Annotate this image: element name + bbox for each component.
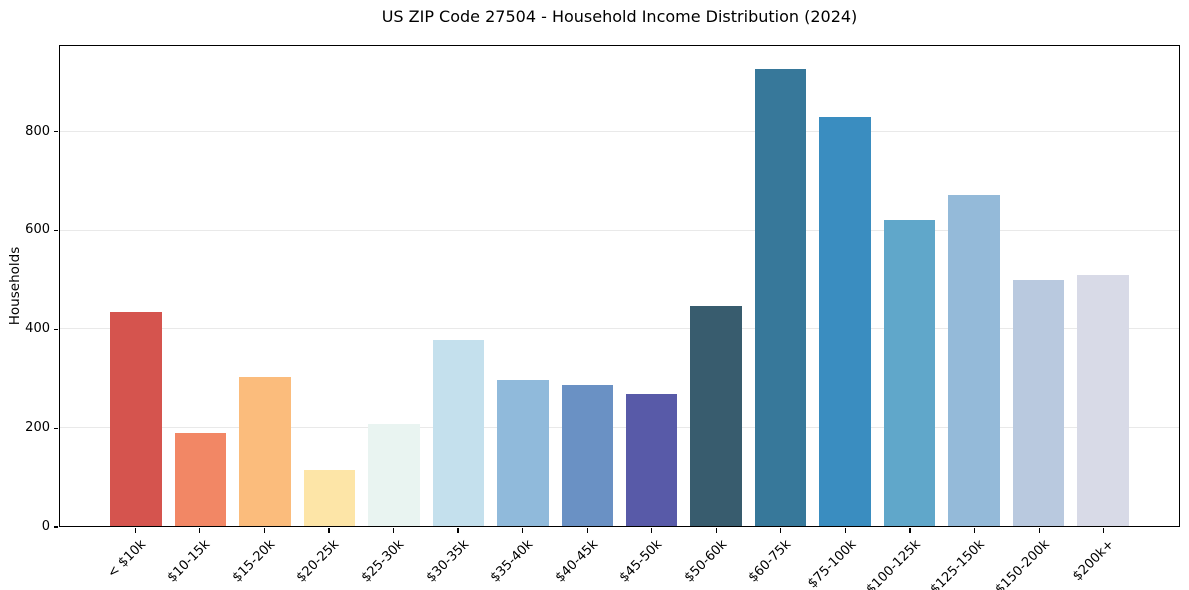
x-tick-label: $100-125k xyxy=(863,537,924,590)
bar-band xyxy=(748,46,812,526)
gridline xyxy=(60,229,1179,231)
bar xyxy=(883,219,936,526)
plot-area xyxy=(59,45,1180,527)
x-tick-mark xyxy=(392,528,395,533)
x-tick-label: $75-100k xyxy=(804,537,860,590)
x-axis: < $10k $10-15k $15-20k $20-25k $25-30k $30-35… xyxy=(103,527,1136,590)
x-tick-mark xyxy=(522,528,524,533)
bar xyxy=(432,339,485,526)
x-tick-mark xyxy=(844,528,847,533)
y-tick-mark xyxy=(54,130,58,133)
bar xyxy=(754,69,807,526)
y-tick-mark xyxy=(54,526,58,528)
y-tick-label: 200 xyxy=(25,420,50,436)
bar-band xyxy=(813,46,877,526)
x-tick-mark xyxy=(199,528,201,533)
y-tick-mark xyxy=(54,229,58,231)
x-tick-mark xyxy=(134,528,136,533)
bar xyxy=(625,393,678,526)
x-tick-label: $200k+ xyxy=(1070,537,1118,585)
x-tick-mark xyxy=(780,528,782,533)
bar-band xyxy=(620,46,684,526)
x-tick-label: $125-150k xyxy=(928,537,989,590)
x-tick-mark xyxy=(263,528,265,533)
bar xyxy=(690,306,742,526)
x-tick-mark xyxy=(1103,528,1105,533)
bar-band xyxy=(684,46,748,526)
y-tick-label: 600 xyxy=(25,222,50,238)
bar xyxy=(497,379,549,526)
x-tick-label: $15-20k xyxy=(229,537,279,586)
bar xyxy=(110,311,162,526)
bar xyxy=(948,194,1000,526)
bar xyxy=(239,377,291,526)
bar-band xyxy=(233,46,297,526)
bar-band xyxy=(491,46,555,526)
y-axis-tick-labels: 0 200 400 600 800 xyxy=(0,45,50,534)
bar-band xyxy=(942,46,1006,526)
x-tick-label: < $10k xyxy=(104,537,149,582)
bar-band xyxy=(168,46,232,526)
x-tick-mark xyxy=(973,528,976,533)
x-tick-label: $60-75k xyxy=(746,537,795,586)
y-tick-label: 800 xyxy=(25,123,50,139)
bar-band xyxy=(297,46,361,526)
x-tick-label: $50-60k xyxy=(681,537,730,586)
x-tick-mark xyxy=(651,528,653,533)
chart-title: US ZIP Code 27504 - Household Income Dis… xyxy=(381,7,858,26)
x-tick-mark xyxy=(909,528,911,533)
x-tick-mark xyxy=(457,528,459,533)
bar-band xyxy=(1071,46,1135,526)
x-tick-label: $35-40k xyxy=(487,537,537,586)
x-tick-label: $20-25k xyxy=(294,537,343,586)
x-tick-mark xyxy=(1038,528,1040,533)
bar xyxy=(561,384,614,526)
bar-band xyxy=(104,46,168,526)
bar xyxy=(174,433,227,526)
y-tick-label: 0 xyxy=(41,519,50,534)
bar xyxy=(1077,274,1129,526)
x-tick-mark xyxy=(586,528,588,533)
y-tick-label: 400 xyxy=(25,321,50,337)
y-tick-mark xyxy=(54,427,58,429)
bar-band xyxy=(877,46,941,526)
bar xyxy=(1012,279,1065,526)
y-tick-mark xyxy=(54,328,58,330)
bars-container xyxy=(104,46,1135,526)
bar-band xyxy=(426,46,490,526)
bar xyxy=(819,116,871,526)
gridline xyxy=(60,426,1179,428)
x-tick-label: $25-30k xyxy=(358,537,408,586)
x-tick-mark xyxy=(328,528,330,533)
x-tick-mark xyxy=(715,528,717,533)
x-tick-label: $40-45k xyxy=(552,537,601,586)
x-tick-label: $150-200k xyxy=(992,537,1053,590)
y-axis-tick-marks xyxy=(54,45,58,528)
x-tick-label: $45-50k xyxy=(616,537,666,586)
bar xyxy=(303,469,356,526)
bar-band xyxy=(362,46,426,526)
x-tick-label: $30-35k xyxy=(423,537,472,586)
gridline xyxy=(60,131,1179,133)
bar-band xyxy=(1006,46,1070,526)
bar-band xyxy=(555,46,619,526)
gridline xyxy=(60,328,1179,330)
bar xyxy=(368,423,420,526)
x-tick-label: $10-15k xyxy=(164,537,214,586)
